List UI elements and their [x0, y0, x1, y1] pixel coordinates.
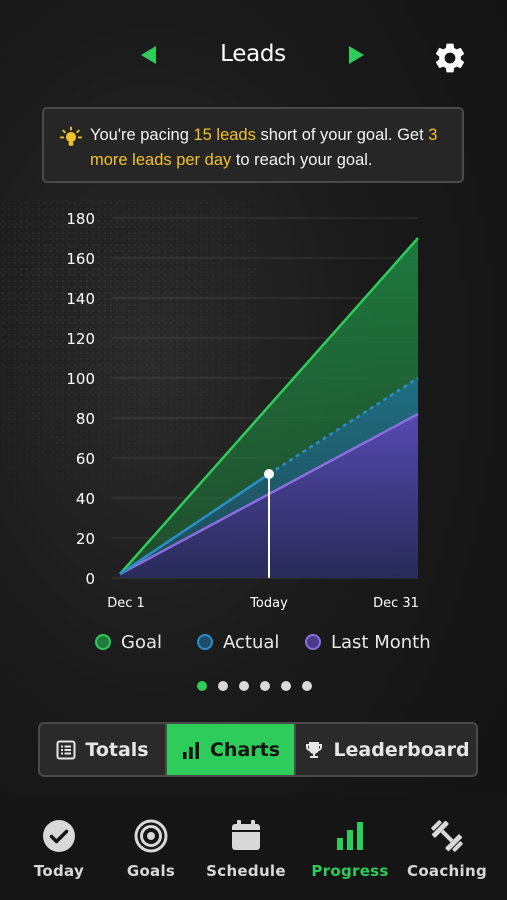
bottom-tab-bar: Today Goals Schedule Progress: [0, 796, 507, 900]
tab-goals[interactable]: Goals: [122, 796, 180, 900]
daily-target-highlight: 3 more leads per day: [90, 126, 438, 169]
lightbulb-icon: [60, 126, 82, 146]
gear-icon[interactable]: [432, 40, 468, 76]
x-tick-label: Today: [249, 596, 288, 611]
tab-coaching[interactable]: Coaching: [407, 796, 487, 900]
calendar-icon: [232, 820, 260, 850]
dumbbell-icon: [431, 820, 463, 852]
actual-line: [119, 472, 270, 576]
check-circle-icon: [43, 820, 75, 852]
chart-page-indicator[interactable]: [197, 681, 323, 693]
bar-chart-icon: [337, 822, 363, 850]
previous-metric-button[interactable]: [141, 46, 156, 64]
pacing-message: You're pacing 15 leads short of your goa…: [90, 126, 438, 169]
tab-today[interactable]: Today: [30, 796, 88, 900]
tab-progress[interactable]: Progress: [311, 796, 388, 900]
actual-projection-line: [268, 376, 419, 476]
y-tick-label: 100: [66, 370, 95, 388]
page-title: Leads: [220, 41, 286, 67]
legend-goal: Goal: [95, 628, 162, 656]
page-dot[interactable]: [260, 681, 270, 691]
page-dot[interactable]: [197, 681, 207, 691]
goal-line: [119, 237, 419, 575]
view-segmented-control: Totals Charts Leaderboard: [38, 722, 478, 777]
list-icon: [56, 740, 76, 759]
page-dot[interactable]: [302, 681, 312, 691]
y-tick-label: 80: [76, 410, 95, 428]
y-tick-label: 20: [76, 530, 95, 548]
shortfall-highlight: 15 leads: [193, 126, 256, 144]
legend-last-month-dot: [305, 634, 321, 650]
bar-chart-icon: [182, 741, 199, 759]
y-tick-label: 180: [66, 210, 95, 228]
y-tick-label: 40: [76, 490, 95, 508]
target-icon: [134, 819, 168, 853]
legend-last-month: Last Month: [305, 628, 431, 656]
x-tick-label: Dec 1: [107, 596, 145, 611]
y-tick-label: 160: [66, 250, 95, 268]
charts-segment-button[interactable]: Charts: [167, 724, 294, 775]
page-dot[interactable]: [218, 681, 228, 691]
legend-actual-dot: [197, 634, 213, 650]
next-metric-button[interactable]: [349, 46, 364, 64]
page-dot[interactable]: [281, 681, 291, 691]
leads-progress-chart: 0 20 40 60 80 100 120 140 160 180 Dec 1 Today Dec 31: [0, 200, 419, 620]
legend-goal-dot: [95, 634, 111, 650]
today-marker-point: [264, 469, 274, 479]
tab-schedule[interactable]: Schedule: [206, 796, 286, 900]
x-tick-label: Dec 31: [373, 596, 419, 611]
leaderboard-segment-button[interactable]: Leaderboard: [294, 724, 476, 775]
y-tick-label: 120: [66, 330, 95, 348]
page-dot[interactable]: [239, 681, 249, 691]
trophy-icon: [306, 741, 323, 758]
y-tick-label: 0: [85, 570, 95, 588]
header: Leads: [0, 0, 507, 110]
totals-segment-button[interactable]: Totals: [40, 724, 167, 775]
pacing-banner: You're pacing 15 leads short of your goa…: [42, 107, 464, 183]
y-tick-label: 140: [66, 290, 95, 308]
y-tick-label: 60: [76, 450, 95, 468]
chart-legend: Goal Actual Last Month: [0, 628, 507, 658]
legend-actual: Actual: [197, 628, 279, 656]
